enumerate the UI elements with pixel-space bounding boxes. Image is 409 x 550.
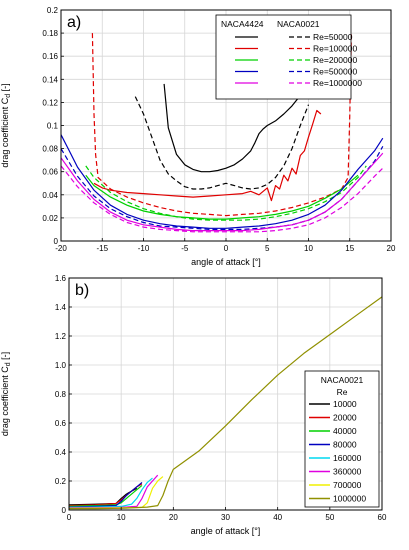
y-axis-label-a-main: drag coefficient C xyxy=(0,97,10,167)
y-tick-label: 0 xyxy=(54,237,59,246)
legend-a-label: Re=1000000 xyxy=(313,78,362,88)
x-tick-label: 40 xyxy=(273,513,282,522)
chart-panel-a: -20 -15 -10 -5 0 5 10 15 20 0 0.02 0.04 0.06 0.08 0.1 0… xyxy=(0,6,396,267)
series-line xyxy=(85,174,359,220)
y-tick-label: 0.04 xyxy=(42,191,58,200)
y-tick-label: 0.06 xyxy=(42,168,58,177)
legend-a-box xyxy=(215,14,352,100)
y-tick-label: 0.2 xyxy=(55,477,67,486)
legend-b-label: 80000 xyxy=(333,440,357,450)
legend-b-label: 1000000 xyxy=(333,494,366,504)
legend-a-label: Re=500000 xyxy=(313,67,357,77)
legend-b-label: 360000 xyxy=(333,467,362,477)
legend-b-label: 160000 xyxy=(333,453,362,463)
series-line xyxy=(93,109,322,202)
legend-a-col-header-1: NACA4424 xyxy=(221,19,264,29)
y-tick-label: 0.8 xyxy=(55,390,67,399)
x-tick-label: -5 xyxy=(181,244,189,253)
y-tick-label: 1.6 xyxy=(55,274,67,283)
series-line xyxy=(85,165,367,221)
panel-label-a: a) xyxy=(67,14,81,31)
legend-b-title-1: NACA0021 xyxy=(321,375,364,385)
x-tick-label: 30 xyxy=(221,513,230,522)
x-tick-label: 50 xyxy=(325,513,334,522)
series-line xyxy=(69,296,383,510)
x-tick-label: 0 xyxy=(224,244,229,253)
series-line xyxy=(60,152,384,232)
y-tick-label: 1.2 xyxy=(55,332,67,341)
x-tick-label: 10 xyxy=(304,244,313,253)
x-axis-label-b: angle of attack [°] xyxy=(191,526,261,536)
legend-a-label: Re=100000 xyxy=(313,44,357,54)
y-axis-label-a-unit: [-] xyxy=(0,83,10,94)
y-tick-label: 1.0 xyxy=(55,361,67,370)
legend-b-label: 20000 xyxy=(333,413,357,423)
legend-a-col-header-2: NACA0021 xyxy=(277,19,320,29)
series-group-b xyxy=(68,296,383,510)
y-tick-label: 0.12 xyxy=(42,98,58,107)
y-tick-label: 0.02 xyxy=(42,214,58,223)
x-tick-label: 0 xyxy=(67,513,72,522)
legend-a: NACA4424 NACA0021 Re=50000 Re=100000Re=20… xyxy=(215,14,362,100)
ticks-a: -20 -15 -10 -5 0 5 10 15 20 0 0.02 0.04 0.06 0.08 0.1 0… xyxy=(42,6,396,253)
y-tick-label: 0 xyxy=(62,506,67,515)
y-tick-label: 0.1 xyxy=(47,122,59,131)
x-tick-label: -10 xyxy=(138,244,150,253)
legend-a-label: Re=200000 xyxy=(313,55,357,65)
x-axis-label-a: angle of attack [°] xyxy=(191,257,261,267)
y-tick-label: 0.2 xyxy=(47,6,59,15)
y-axis-label-a: drag coefficient Cd [-] xyxy=(0,83,12,167)
x-tick-label: 10 xyxy=(117,513,126,522)
series-line xyxy=(60,134,384,229)
series-line xyxy=(60,146,384,230)
legend-b-entries: 10000 20000 40000 80000 160000 360000 700000 10… xyxy=(309,399,366,504)
y-tick-label: 0.16 xyxy=(42,52,58,61)
legend-a-label: Re=50000 xyxy=(313,32,353,42)
series-line xyxy=(60,165,384,233)
y-tick-label: 0.14 xyxy=(42,75,58,84)
x-tick-label: -15 xyxy=(96,244,108,253)
y-axis-label-b: drag coefficient Cd [-] xyxy=(0,352,12,436)
ticks-b: 0 10 20 30 40 50 60 0 0.2 0.4 0.6 0.8 1.0 1.2 1.4 1.6 xyxy=(55,274,387,522)
y-tick-label: 0.6 xyxy=(55,419,67,428)
y-tick-label: 1.4 xyxy=(55,303,67,312)
legend-b-title-2: Re xyxy=(337,387,348,397)
y-axis-label-b-sub: d xyxy=(5,362,12,366)
legend-b: NACA0021 Re 10000 20000 40000 80000 160000 36… xyxy=(304,370,380,508)
legend-b-label: 10000 xyxy=(333,399,357,409)
series-group-a xyxy=(60,33,384,233)
legend-b-label: 40000 xyxy=(333,426,357,436)
legend-b-label: 700000 xyxy=(333,480,362,490)
x-tick-label: -20 xyxy=(55,244,67,253)
y-axis-label-b-main: drag coefficient C xyxy=(0,366,10,436)
series-line xyxy=(134,96,310,190)
y-axis-label-a-sub: d xyxy=(5,94,12,98)
x-tick-label: 5 xyxy=(265,244,270,253)
x-tick-label: 20 xyxy=(169,513,178,522)
y-axis-label-b-unit: [-] xyxy=(0,352,10,363)
x-tick-label: 20 xyxy=(387,244,396,253)
series-line xyxy=(163,83,309,173)
series-line xyxy=(68,477,153,508)
y-tick-label: 0.08 xyxy=(42,145,58,154)
x-tick-label: 60 xyxy=(378,513,387,522)
panel-label-b: b) xyxy=(75,282,89,299)
series-line xyxy=(91,33,352,217)
y-tick-label: 0.18 xyxy=(42,29,58,38)
chart-panel-b: 0 10 20 30 40 50 60 0 0.2 0.4 0.6 0.8 1.0 1.2 1.4 1.6 b… xyxy=(0,274,387,536)
x-tick-label: 15 xyxy=(345,244,354,253)
series-line xyxy=(68,484,143,507)
y-tick-label: 0.4 xyxy=(55,448,67,457)
series-line xyxy=(68,481,143,508)
